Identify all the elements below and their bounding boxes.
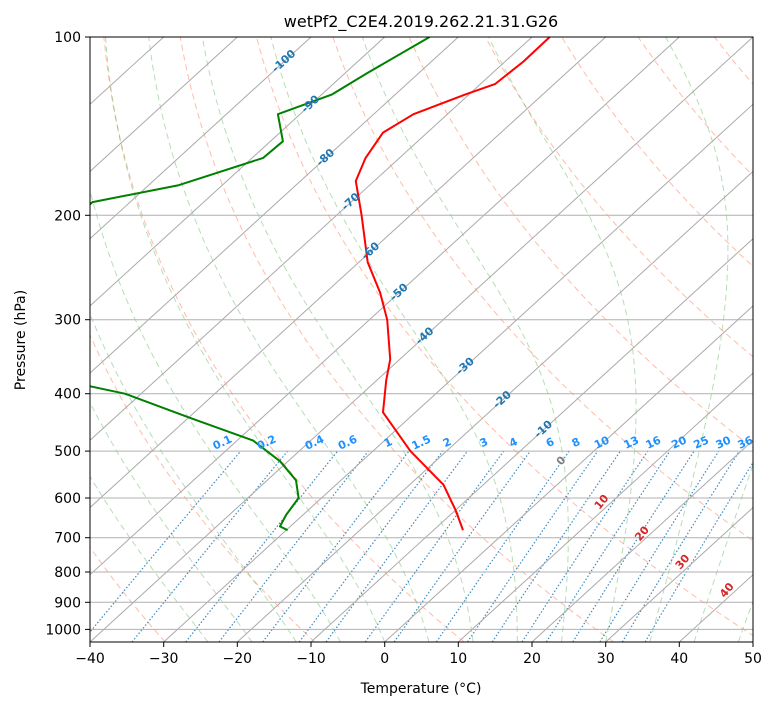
temperature-profile-line	[354, 37, 551, 531]
mixing-ratio-line	[218, 450, 369, 642]
x-tick-label: −10	[296, 651, 326, 667]
moist-adiabat	[90, 475, 209, 642]
mixing-ratio-label: 16	[644, 433, 664, 451]
x-tick-label: −30	[149, 651, 179, 667]
mixing-ratio-label: 25	[692, 434, 711, 452]
plot-area: -100-90-80-70-60-50-40-30-20-10010203040…	[90, 37, 756, 642]
dry-adiabats	[90, 37, 753, 642]
x-tick-label: 50	[744, 651, 762, 667]
isotherm-line	[90, 37, 386, 307]
mixing-ratio-line	[599, 450, 720, 642]
y-axis-title: Pressure (hPa)	[13, 290, 29, 390]
y-tick-label: 100	[54, 30, 81, 46]
moist-adiabat	[201, 37, 474, 642]
y-tick-label: 200	[54, 208, 81, 224]
dry-adiabat	[179, 37, 614, 642]
mixing-ratio-line	[435, 450, 570, 642]
moist-adiabats	[90, 37, 753, 642]
y-tick-label: 500	[54, 444, 81, 460]
isotherm-line	[457, 372, 753, 642]
y-tick-label: 600	[54, 491, 81, 507]
x-tick-label: 20	[523, 651, 541, 667]
mixing-ratio-line	[521, 450, 649, 642]
mixing-ratio-label: 30	[714, 433, 734, 451]
dry-adiabat	[484, 37, 753, 358]
axes: −40 −30 −20 −10 0 10 20 30 40 50 100 200 300 400 500 60…	[45, 30, 762, 667]
isotherm-line	[90, 37, 680, 576]
moist-adiabat	[105, 37, 386, 642]
isotherm-line	[90, 37, 459, 374]
isotherm-line	[163, 103, 753, 642]
moist-adiabat	[90, 401, 253, 642]
y-tick-label: 400	[54, 387, 81, 403]
moist-adiabat	[148, 37, 430, 642]
moist-adiabat	[270, 37, 518, 642]
x-tick-label: −20	[223, 651, 253, 667]
mixing-ratio-label: 13	[622, 434, 641, 452]
isotherms	[90, 37, 753, 642]
mixing-ratio-label: 20	[669, 433, 689, 451]
isotherm-line	[90, 37, 533, 442]
plot-frame	[89, 36, 754, 643]
moist-adiabat	[693, 462, 753, 642]
isotherm-line	[384, 305, 753, 642]
mixing-ratio-lines	[90, 450, 753, 642]
mixing-ratio-line	[644, 461, 753, 642]
dry-adiabat	[408, 37, 753, 449]
mixing-ratio-line	[572, 450, 695, 642]
x-axis-title: Temperature (°C)	[360, 681, 482, 697]
y-tick-label: 700	[54, 531, 81, 547]
moist-adiabat	[488, 37, 637, 642]
mixing-ratio-line	[298, 450, 444, 642]
mixing-ratio-line	[325, 450, 468, 642]
isotherm-line	[236, 170, 753, 642]
y-tick-label: 300	[54, 313, 81, 329]
x-tick-label: 10	[449, 651, 467, 667]
isotherm-line	[531, 439, 753, 642]
isotherm-line	[90, 37, 238, 173]
mixing-ratio-line	[491, 450, 621, 642]
x-tick-label: −40	[75, 651, 105, 667]
isotherm-line	[90, 37, 753, 642]
dry-adiabat	[103, 37, 465, 642]
isotherm-line	[90, 37, 607, 509]
mixing-ratio-line	[466, 450, 599, 642]
isotherm-line	[310, 237, 753, 642]
mixing-ratio-label: 10	[592, 433, 612, 451]
mixing-ratio-label: 36	[736, 433, 756, 451]
moist-adiabat	[361, 37, 569, 642]
dry-adiabat	[332, 37, 753, 542]
x-tick-label: 0	[380, 651, 389, 667]
y-tick-label: 800	[54, 565, 81, 581]
mixing-ratio-line	[364, 450, 505, 642]
moist-adiabat	[649, 37, 729, 642]
dry-adiabat	[90, 546, 166, 642]
mixing-ratio-line	[621, 450, 740, 642]
isobars	[90, 37, 753, 630]
mixing-ratio-line	[545, 450, 671, 642]
profile-series	[90, 37, 551, 532]
mixing-ratio-line	[262, 450, 410, 642]
chart-title: wetPf2_C2E4.2019.262.21.31.G26	[284, 12, 558, 32]
x-tick-label: 30	[597, 651, 615, 667]
moist-adiabat	[90, 188, 341, 642]
dewpoint-profile-line	[90, 37, 431, 532]
moist-adiabat	[90, 312, 297, 642]
dry-adiabat	[256, 37, 753, 637]
y-tick-label: 900	[54, 595, 81, 611]
isotherm-line	[605, 506, 753, 642]
isotherm-line	[90, 37, 312, 240]
x-tick-label: 40	[670, 651, 688, 667]
y-tick-label: 1000	[45, 622, 81, 638]
